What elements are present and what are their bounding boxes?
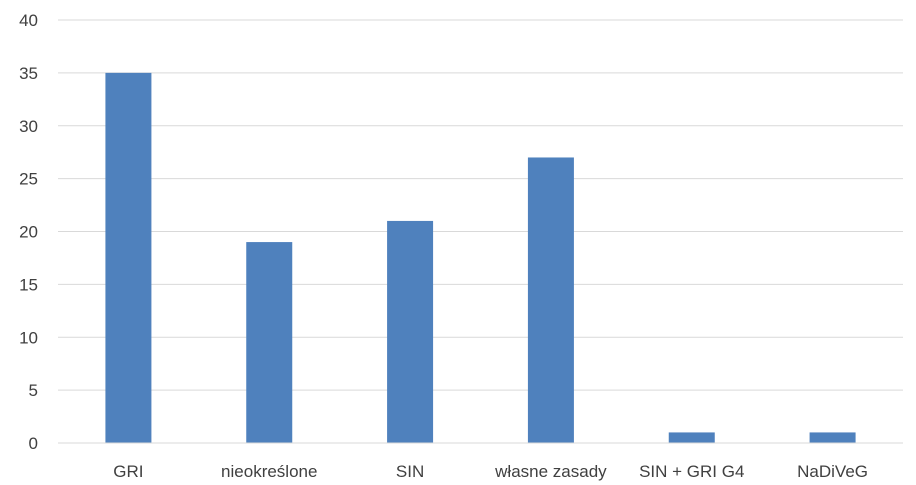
y-tick-label: 25 bbox=[19, 170, 38, 189]
x-category-label: nieokreślone bbox=[221, 462, 317, 481]
bar bbox=[527, 157, 574, 443]
bar bbox=[809, 432, 856, 443]
x-category-label: SIN bbox=[396, 462, 424, 481]
gridlines bbox=[58, 19, 903, 391]
x-axis-category-labels: GRI nieokreślone SIN własne zasady SIN + GRI… bbox=[113, 462, 868, 481]
x-category-label: NaDiVeG bbox=[797, 462, 868, 481]
bar bbox=[387, 220, 434, 443]
y-tick-label: 15 bbox=[19, 275, 38, 294]
bar bbox=[105, 72, 152, 443]
y-tick-label: 0 bbox=[29, 434, 38, 453]
y-tick-label: 40 bbox=[19, 11, 38, 30]
x-category-label: własne zasady bbox=[494, 462, 607, 481]
bar bbox=[668, 432, 715, 443]
bars bbox=[105, 72, 856, 443]
x-category-label: GRI bbox=[113, 462, 143, 481]
y-tick-label: 5 bbox=[29, 381, 38, 400]
y-tick-label: 10 bbox=[19, 328, 38, 347]
x-category-label: SIN + GRI G4 bbox=[639, 462, 744, 481]
y-tick-label: 35 bbox=[19, 64, 38, 83]
y-axis-tick-labels: 0 5 10 15 20 25 30 35 40 bbox=[19, 11, 38, 453]
bar bbox=[246, 242, 293, 443]
y-tick-label: 30 bbox=[19, 117, 38, 136]
y-tick-label: 20 bbox=[19, 223, 38, 242]
